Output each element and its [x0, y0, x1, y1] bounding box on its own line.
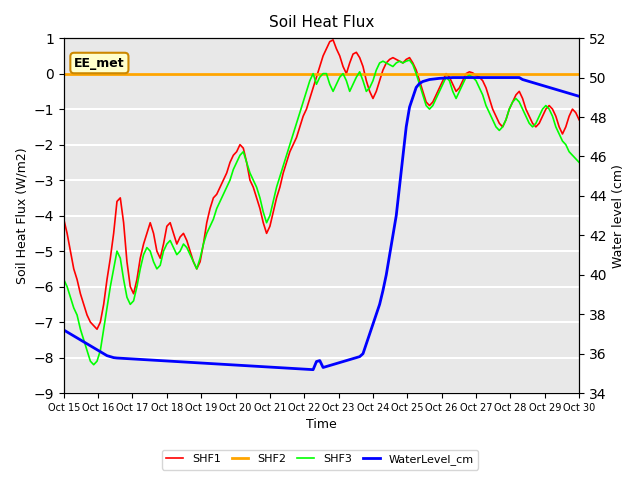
- WaterLevel_cm: [273, 365, 280, 371]
- SHF3: [575, 159, 583, 165]
- SHF2: [189, 71, 197, 76]
- SHF2: [366, 71, 374, 76]
- Y-axis label: Soil Heat Flux (W/m2): Soil Heat Flux (W/m2): [15, 147, 28, 284]
- SHF1: [60, 216, 68, 222]
- SHF3: [90, 362, 97, 368]
- SHF2: [575, 71, 583, 76]
- WaterLevel_cm: [449, 75, 456, 81]
- SHF3: [60, 276, 68, 282]
- SHF1: [372, 88, 380, 94]
- SHF1: [256, 205, 264, 211]
- WaterLevel_cm: [253, 363, 260, 369]
- WaterLevel_cm: [309, 367, 317, 372]
- SHF1: [575, 117, 583, 123]
- WaterLevel_cm: [419, 79, 427, 84]
- SHF3: [256, 195, 264, 201]
- SHF3: [406, 57, 413, 63]
- SHF2: [273, 71, 280, 76]
- SHF3: [369, 78, 377, 84]
- SHF1: [422, 99, 430, 105]
- SHF3: [276, 174, 284, 180]
- SHF1: [329, 37, 337, 43]
- Line: SHF3: SHF3: [64, 60, 579, 365]
- SHF3: [422, 103, 430, 108]
- Line: SHF1: SHF1: [64, 40, 579, 329]
- SHF1: [93, 326, 101, 332]
- SHF1: [193, 266, 200, 272]
- Line: WaterLevel_cm: WaterLevel_cm: [64, 78, 579, 370]
- SHF1: [482, 85, 490, 91]
- Legend: SHF1, SHF2, SHF3, WaterLevel_cm: SHF1, SHF2, SHF3, WaterLevel_cm: [162, 450, 478, 469]
- WaterLevel_cm: [575, 94, 583, 99]
- WaterLevel_cm: [60, 327, 68, 333]
- SHF1: [276, 184, 284, 190]
- Title: Soil Heat Flux: Soil Heat Flux: [269, 15, 374, 30]
- SHF2: [253, 71, 260, 76]
- SHF3: [193, 266, 200, 272]
- Text: EE_met: EE_met: [74, 57, 125, 70]
- WaterLevel_cm: [369, 321, 377, 327]
- SHF3: [482, 103, 490, 108]
- SHF2: [415, 71, 423, 76]
- SHF2: [60, 71, 68, 76]
- WaterLevel_cm: [482, 75, 490, 81]
- SHF2: [476, 71, 483, 76]
- X-axis label: Time: Time: [306, 419, 337, 432]
- Y-axis label: Water level (cm): Water level (cm): [612, 164, 625, 267]
- WaterLevel_cm: [189, 360, 197, 365]
